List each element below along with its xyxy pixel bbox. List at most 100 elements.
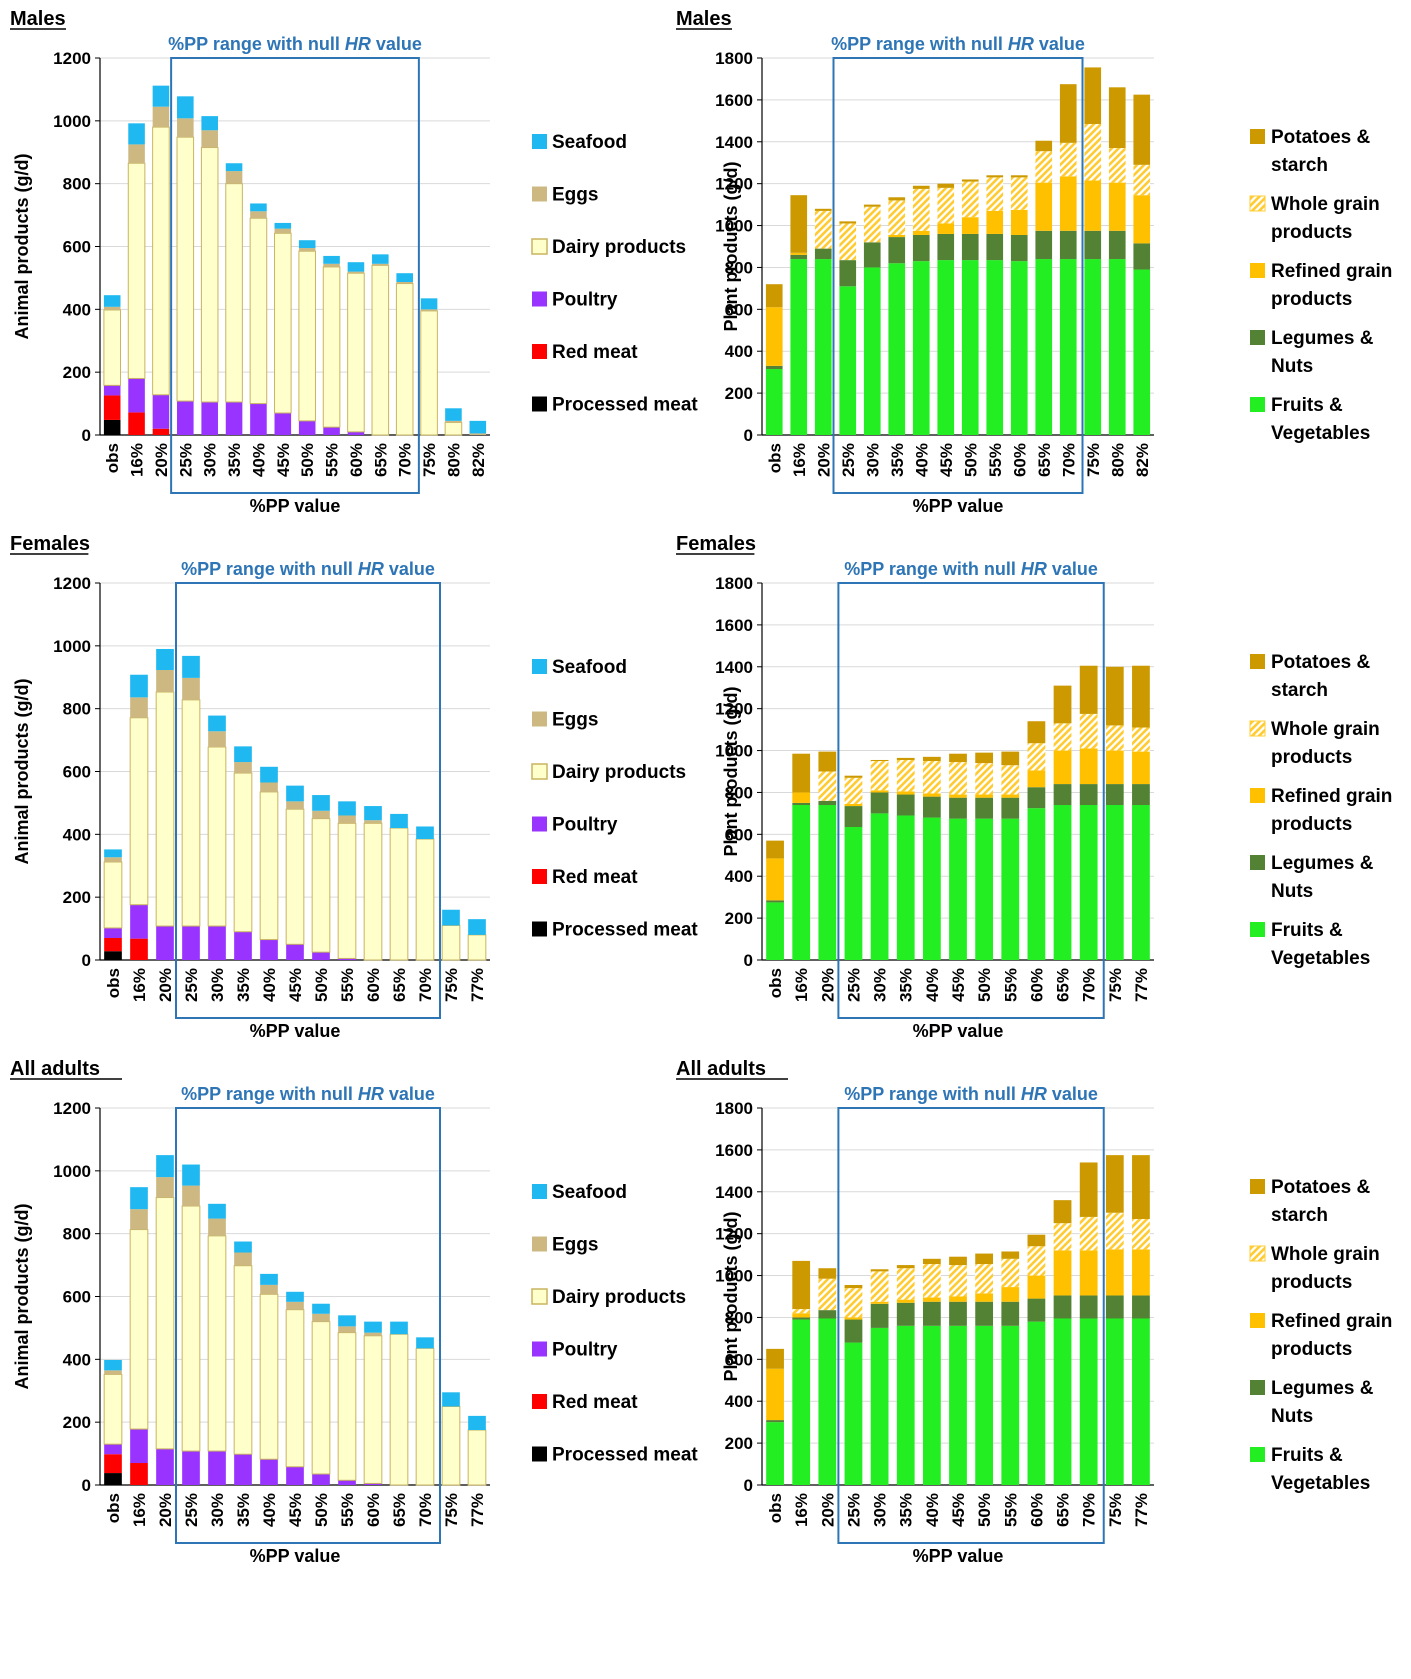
bar-segment-dairy: [311, 818, 331, 953]
legend-label: Poultry: [552, 290, 618, 311]
bar-segment-refined_grain: [1059, 176, 1077, 231]
bar-segment-legumes_nuts: [1027, 1298, 1046, 1322]
legend-label: Fruits & Vegetables: [1271, 395, 1370, 444]
bar-segment-whole_grain: [814, 210, 832, 249]
x-tick-label: 35%: [897, 1493, 916, 1527]
bar-segment-eggs: [130, 1209, 148, 1230]
bar-segment-potatoes: [844, 1284, 863, 1289]
bar-segment-refined_grain: [949, 1296, 967, 1302]
bar-segment-dairy: [371, 264, 390, 436]
y-tick-label: 0: [744, 1476, 753, 1495]
bar-segment-poultry: [201, 402, 218, 435]
legend-label-line: Refined grain: [1271, 261, 1392, 282]
legend-swatch-dairy: [531, 238, 548, 255]
y-tick-label: 400: [63, 300, 91, 319]
bar-segment-seafood: [250, 203, 267, 212]
bar-segment-seafood: [286, 785, 304, 802]
highlight-range-box: [837, 582, 1105, 1019]
bar-segment-potatoes: [814, 208, 832, 211]
chart-panel-1: Males 0 200 400 600 800 1000 1200 obs 16% 20% 25% 30…: [10, 8, 698, 516]
bar-segment-legumes_nuts: [1059, 230, 1077, 260]
legend-label: Red meat: [552, 1392, 638, 1413]
legend-swatch-fruits_veg: [1250, 922, 1265, 937]
y-tick-label: 1800: [715, 1099, 753, 1118]
bar-segment-fruits_veg: [1027, 1321, 1046, 1485]
bar-segment-whole_grain: [1001, 1258, 1020, 1288]
panel-label: Males: [676, 8, 732, 30]
x-tick-label: 65%: [390, 1493, 409, 1527]
x-tick-label: 40%: [260, 968, 279, 1002]
bar-segment-whole_grain: [1079, 1216, 1098, 1251]
legend-label: Red meat: [552, 867, 638, 888]
bar-segment-legumes_nuts: [1105, 784, 1124, 806]
y-tick-label: 800: [63, 700, 91, 719]
x-axis-label: %PP value: [250, 1546, 341, 1566]
bar-segment-whole_grain: [922, 1264, 941, 1298]
y-axis-label: Animal products (g/d): [12, 679, 32, 865]
legend-label: Legumes & Nuts: [1271, 853, 1374, 902]
bar-segment-whole_grain: [844, 1288, 863, 1318]
bar-segment-seafood: [442, 909, 460, 926]
bar-segment-legumes_nuts: [1105, 1295, 1124, 1319]
x-tick-label: obs: [103, 443, 122, 473]
y-tick-label: 1800: [715, 574, 753, 593]
bar-segment-fruits_veg: [1108, 259, 1126, 435]
bar-segment-seafood: [104, 1359, 122, 1371]
panel-label: Males: [10, 8, 66, 30]
y-axis-label: Animal products (g/d): [12, 1204, 32, 1390]
bar-segment-whole_grain: [1105, 1212, 1124, 1250]
bar-segment-legumes_nuts: [949, 1301, 967, 1326]
bar-segment-potatoes: [1001, 1251, 1020, 1259]
bar-segment-whole_grain: [844, 777, 863, 804]
bar-segment-legumes_nuts: [888, 237, 906, 264]
bar-segment-poultry: [182, 1451, 200, 1485]
bar-segment-potatoes: [1132, 1155, 1150, 1220]
bar-segment-refined_grain: [766, 1368, 784, 1421]
bar-segment-eggs: [338, 815, 356, 824]
legend-label: Refined grain products: [1271, 261, 1392, 310]
bar-segment-fruits_veg: [888, 263, 906, 435]
legend-swatch-poultry: [532, 816, 547, 832]
bar-segment-whole_grain: [896, 1268, 915, 1300]
legend-label: Whole grain products: [1271, 719, 1380, 768]
y-tick-label: 400: [63, 825, 91, 844]
bar-segment-potatoes: [1108, 87, 1126, 149]
bar-segment-dairy: [127, 162, 146, 379]
bar-segment-eggs: [250, 211, 267, 219]
bar-segment-whole_grain: [870, 761, 889, 791]
bar-segment-dairy: [415, 838, 435, 961]
bar-segment-legumes_nuts: [1053, 1295, 1072, 1319]
bar-segment-poultry: [286, 1466, 304, 1485]
highlight-range-box: [837, 1107, 1105, 1544]
x-axis-label: %PP value: [250, 1021, 341, 1041]
bar-segment-eggs: [177, 118, 194, 138]
y-tick-label: 1200: [53, 574, 91, 593]
bar-segment-fruits_veg: [912, 261, 930, 435]
y-tick-label: 1000: [53, 1162, 91, 1181]
bar-segment-whole_grain: [896, 759, 915, 792]
legend-label: Fruits & Vegetables: [1271, 920, 1370, 969]
bar-segment-red_meat: [104, 938, 122, 952]
bar-segment-dairy: [233, 772, 253, 933]
bar-segment-potatoes: [1105, 1155, 1124, 1213]
legend-label: Seafood: [552, 1182, 627, 1203]
bar-segment-refined_grain: [844, 803, 863, 807]
bar-segment-dairy: [347, 272, 365, 433]
bar-segment-dairy: [103, 309, 121, 386]
x-tick-label: 35%: [888, 443, 907, 477]
x-tick-label: 20%: [156, 1493, 175, 1527]
bar-segment-potatoes: [818, 1268, 837, 1279]
legend-label-line: starch: [1271, 1205, 1328, 1226]
x-tick-label: 70%: [1080, 968, 1099, 1002]
bar-segment-seafood: [208, 715, 226, 732]
bar-segment-whole_grain: [1001, 765, 1020, 795]
bar-segment-potatoes: [986, 175, 1004, 178]
legend-label-line: Whole grain: [1271, 194, 1380, 215]
highlight-range-box: [832, 57, 1084, 494]
x-tick-label: 55%: [1001, 968, 1020, 1002]
bar-segment-fruits_veg: [870, 813, 889, 960]
panel-label: All adults: [676, 1058, 766, 1080]
bar-segment-legumes_nuts: [1132, 1295, 1150, 1319]
bar-segment-refined_grain: [986, 210, 1004, 234]
